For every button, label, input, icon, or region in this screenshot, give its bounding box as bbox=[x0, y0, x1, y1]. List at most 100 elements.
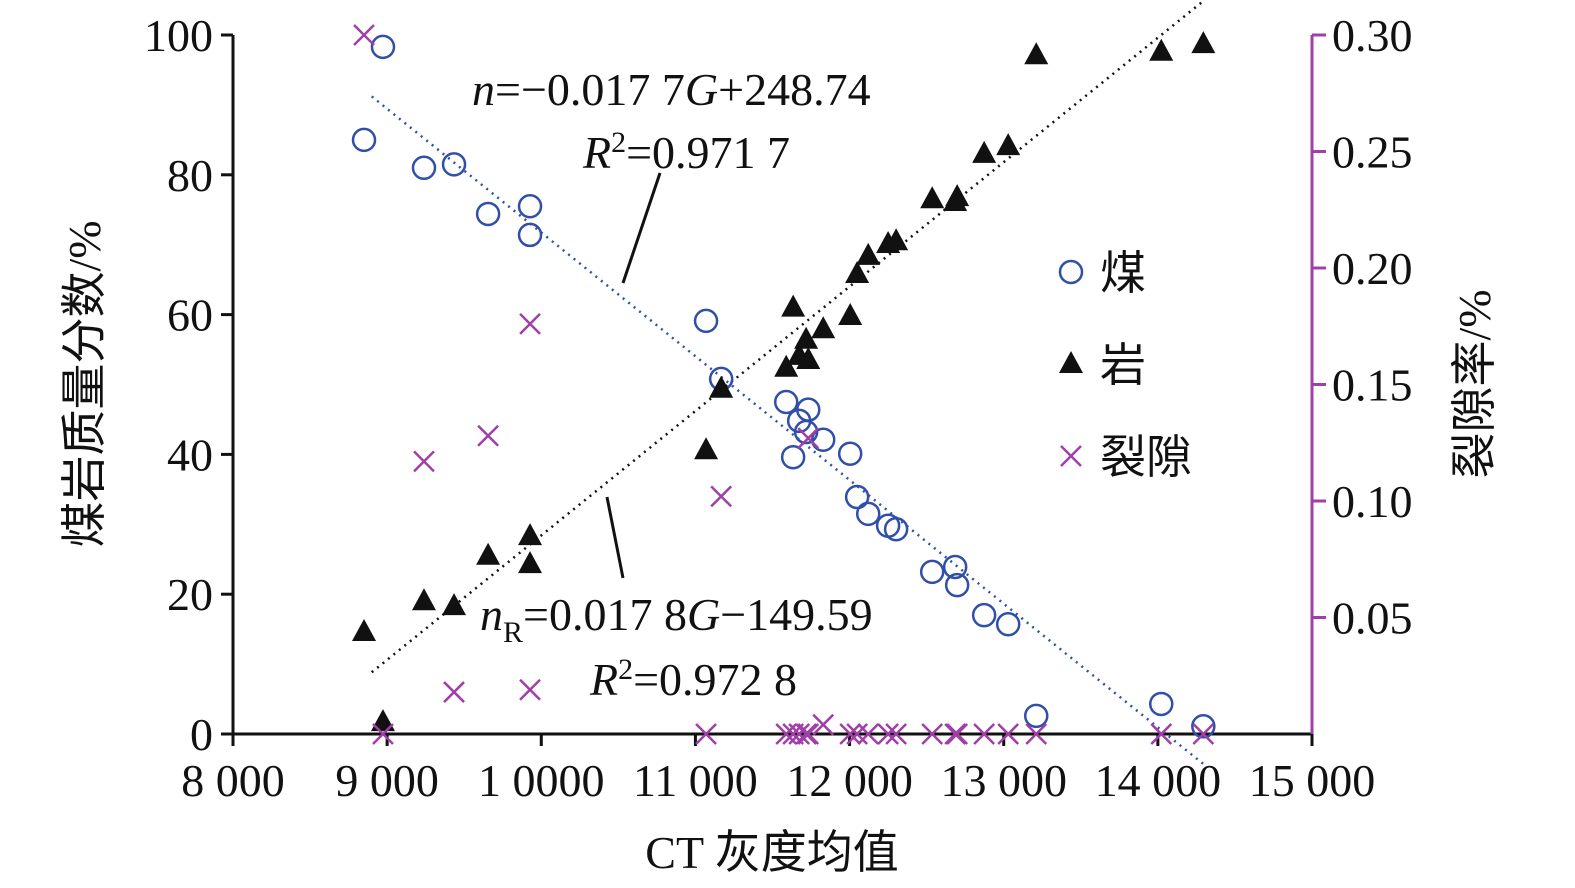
equation-part: G bbox=[685, 64, 718, 115]
x-tick-label: 14 000 bbox=[1095, 755, 1222, 806]
equation-part: n bbox=[472, 64, 495, 115]
point bbox=[921, 723, 944, 745]
point bbox=[920, 186, 945, 209]
point bbox=[797, 427, 820, 449]
y2-tick-label: 0.30 bbox=[1332, 10, 1413, 61]
point bbox=[518, 551, 543, 574]
point bbox=[996, 133, 1021, 156]
legend-marker bbox=[1058, 259, 1084, 285]
point bbox=[846, 723, 869, 745]
point bbox=[811, 316, 836, 339]
r2-part: =0.971 7 bbox=[626, 127, 790, 178]
point bbox=[812, 713, 835, 736]
equation-part: R bbox=[503, 616, 523, 649]
point bbox=[844, 484, 870, 510]
point bbox=[838, 302, 863, 325]
y-tick-label: 0 bbox=[190, 709, 213, 760]
equation-part: =−0.017 7 bbox=[495, 64, 685, 115]
point bbox=[773, 389, 799, 415]
x-tick-label: 1 0000 bbox=[478, 755, 605, 806]
equation-part: n bbox=[480, 589, 503, 640]
point bbox=[883, 516, 909, 542]
point bbox=[1191, 31, 1216, 54]
equation-part: −149.59 bbox=[720, 589, 872, 640]
x-tick-label: 13 000 bbox=[940, 755, 1067, 806]
point bbox=[370, 34, 396, 60]
point bbox=[517, 222, 543, 248]
point bbox=[476, 542, 501, 565]
equation-part: +248.74 bbox=[718, 64, 870, 115]
point bbox=[780, 444, 806, 470]
point bbox=[352, 618, 377, 641]
point bbox=[945, 184, 970, 207]
leader-line bbox=[621, 172, 662, 284]
point bbox=[995, 612, 1021, 637]
point bbox=[709, 375, 734, 398]
point bbox=[877, 723, 899, 745]
y2-tick-label: 0.10 bbox=[1332, 476, 1413, 527]
point bbox=[1192, 723, 1215, 745]
point bbox=[856, 242, 881, 265]
fit-equation: n=−0.017 7G+248.74 bbox=[472, 64, 871, 115]
legend-marker bbox=[1059, 351, 1083, 373]
point bbox=[781, 294, 806, 317]
r2-part: R bbox=[589, 654, 618, 705]
point bbox=[411, 155, 437, 181]
point bbox=[477, 424, 499, 447]
point bbox=[942, 554, 968, 580]
y2-tick-label: 0.25 bbox=[1332, 127, 1413, 178]
fit-line bbox=[370, 95, 1205, 765]
fit-equation: nR=0.017 8G−149.59 bbox=[480, 589, 873, 649]
point bbox=[946, 723, 969, 745]
fit-r2: R2=0.972 8 bbox=[589, 653, 797, 705]
point bbox=[857, 723, 880, 745]
point bbox=[884, 228, 909, 251]
y-tick-label: 20 bbox=[167, 569, 213, 620]
point bbox=[788, 723, 811, 745]
y2-tick-label: 0.05 bbox=[1332, 593, 1413, 644]
point bbox=[475, 201, 501, 227]
fit-r2: R2=0.971 7 bbox=[582, 126, 790, 178]
point bbox=[972, 140, 997, 163]
y2-tick-label: 0.15 bbox=[1332, 360, 1413, 411]
point bbox=[413, 450, 435, 473]
x-tick-label: 8 000 bbox=[181, 755, 285, 806]
point bbox=[1149, 38, 1174, 61]
point bbox=[973, 723, 996, 745]
point bbox=[1023, 703, 1049, 729]
point bbox=[519, 313, 541, 335]
leader-line bbox=[605, 496, 625, 579]
point bbox=[411, 588, 436, 611]
fit-line bbox=[370, 0, 1205, 674]
point bbox=[353, 24, 375, 46]
legend-label: 裂隙 bbox=[1100, 432, 1192, 483]
y-tick-label: 80 bbox=[167, 150, 213, 201]
x-tick-label: 9 000 bbox=[335, 755, 439, 806]
point bbox=[442, 593, 467, 616]
point bbox=[372, 723, 394, 745]
y2-axis-label: 裂隙率/% bbox=[1449, 289, 1500, 478]
point bbox=[810, 427, 836, 452]
point bbox=[837, 441, 863, 466]
equation-part: =0.017 8 bbox=[523, 589, 687, 640]
point bbox=[944, 572, 970, 598]
point bbox=[774, 354, 799, 377]
equation-part: G bbox=[687, 589, 720, 640]
point bbox=[794, 326, 819, 349]
y2-tick-label: 0.20 bbox=[1332, 243, 1413, 294]
point bbox=[441, 152, 467, 177]
point bbox=[997, 723, 1020, 745]
point bbox=[518, 523, 543, 546]
y-tick-label: 100 bbox=[144, 10, 213, 61]
r2-part: R bbox=[582, 127, 611, 178]
point bbox=[443, 681, 465, 703]
legend-label: 岩 bbox=[1100, 340, 1146, 391]
point bbox=[1150, 723, 1173, 745]
legend-marker bbox=[1060, 445, 1082, 467]
point bbox=[885, 723, 908, 745]
r2-part: 2 bbox=[618, 653, 633, 686]
point bbox=[796, 347, 821, 370]
point bbox=[797, 723, 820, 745]
point bbox=[919, 559, 945, 585]
